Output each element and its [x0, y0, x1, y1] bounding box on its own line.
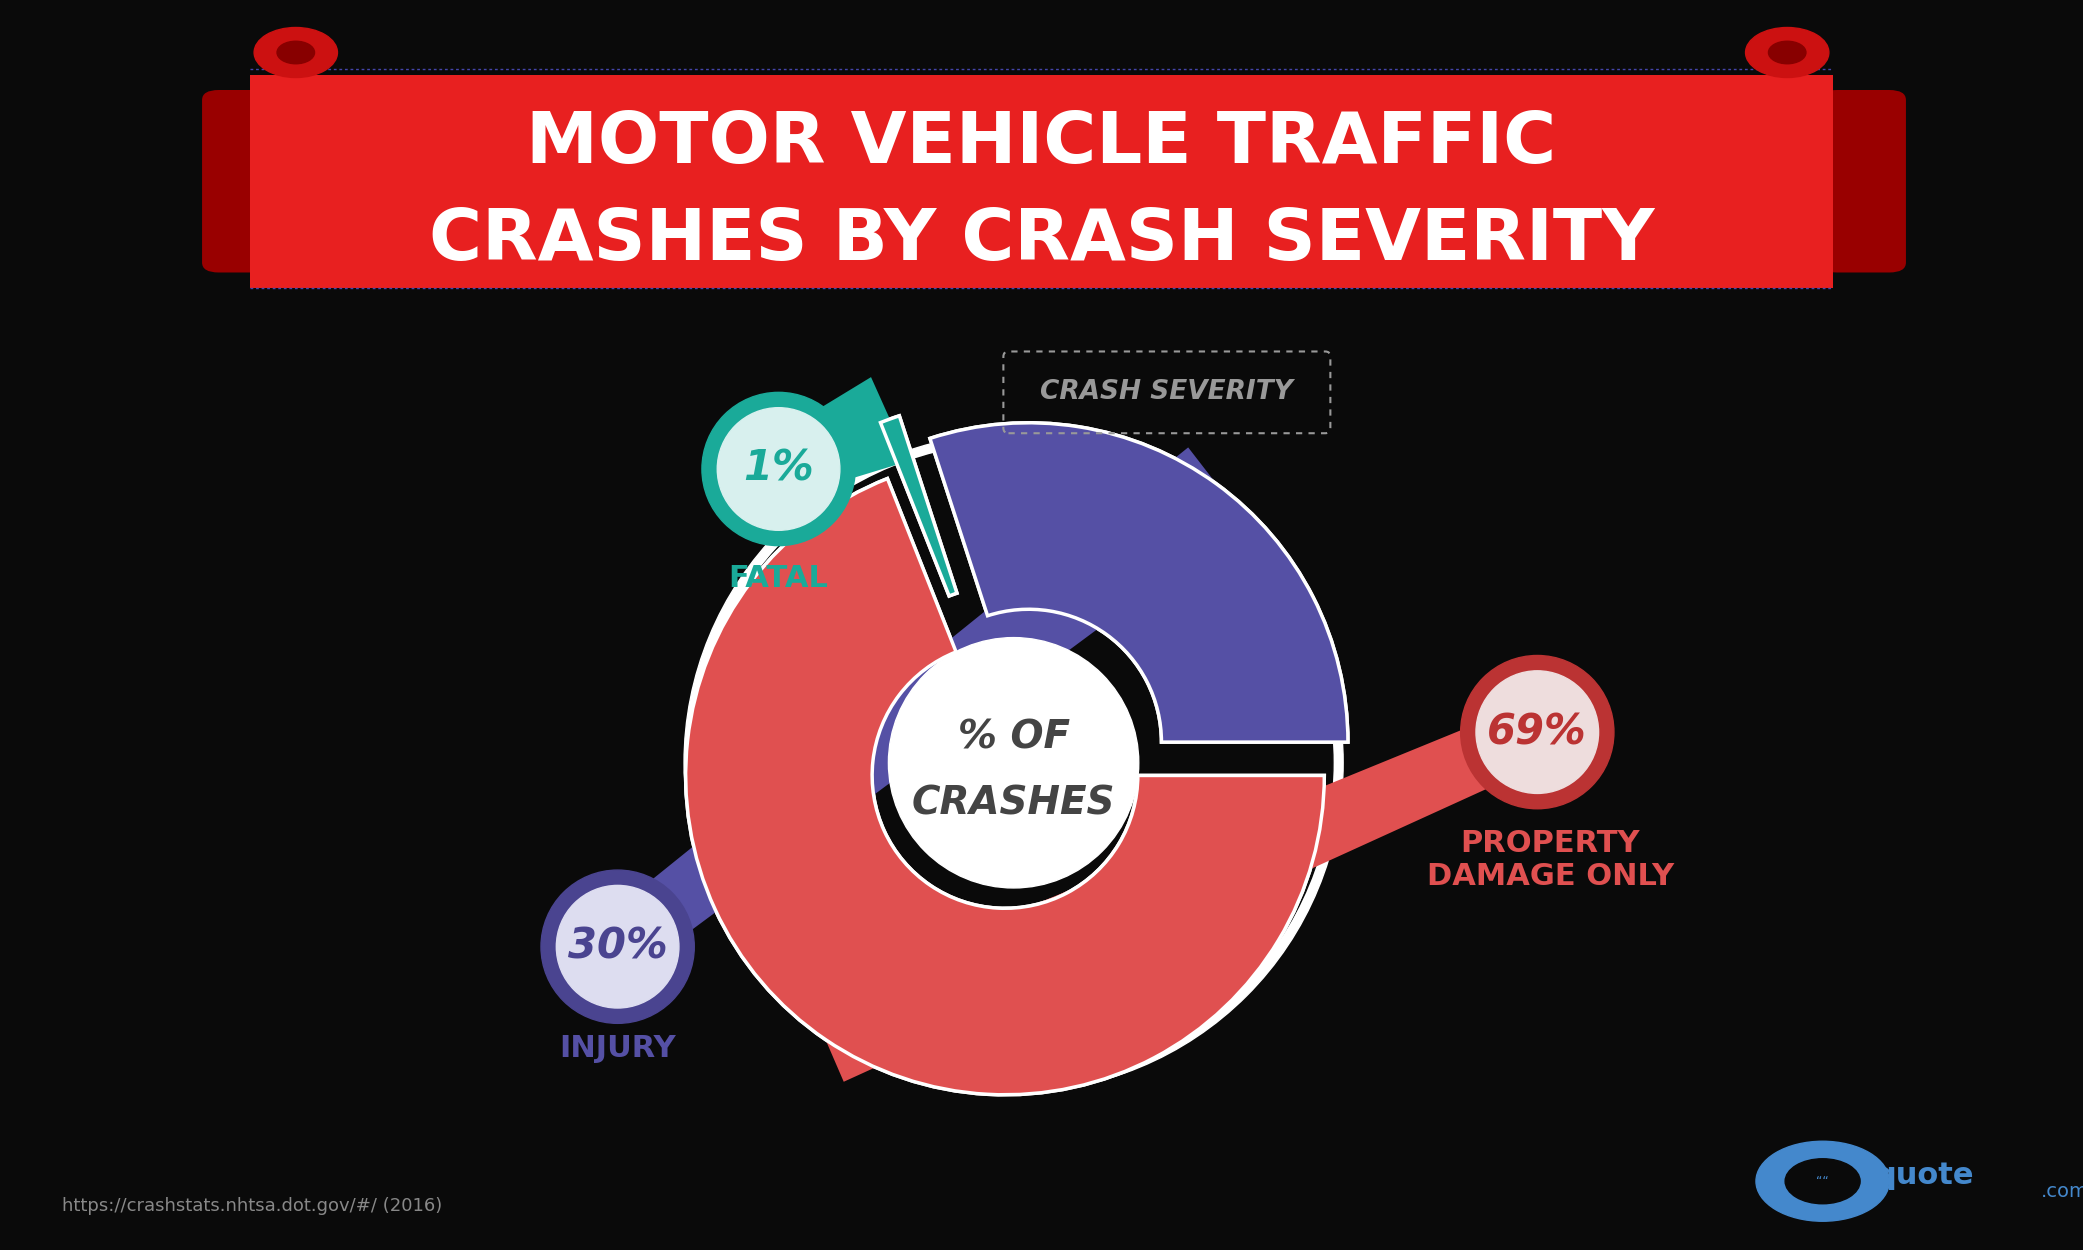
Circle shape [1768, 41, 1806, 64]
FancyBboxPatch shape [1821, 90, 1906, 272]
Wedge shape [685, 479, 1325, 1095]
Text: MOTOR VEHICLE TRAFFIC: MOTOR VEHICLE TRAFFIC [527, 109, 1556, 177]
Circle shape [1756, 1141, 1889, 1221]
Text: ““: ““ [1816, 1175, 1829, 1188]
Circle shape [277, 41, 315, 64]
Text: https://crashstats.nhtsa.dot.gov/#/ (2016): https://crashstats.nhtsa.dot.gov/#/ (201… [62, 1198, 444, 1215]
Circle shape [1785, 1159, 1860, 1204]
Wedge shape [929, 422, 1348, 742]
FancyBboxPatch shape [202, 90, 287, 272]
Circle shape [1460, 655, 1614, 809]
Circle shape [683, 434, 1344, 1092]
Circle shape [694, 444, 1333, 1082]
Text: PROPERTY
DAMAGE ONLY: PROPERTY DAMAGE ONLY [1427, 829, 1673, 891]
Circle shape [702, 392, 856, 546]
Text: 30%: 30% [569, 926, 667, 968]
Polygon shape [808, 704, 1550, 1081]
Circle shape [1746, 28, 1829, 78]
Circle shape [717, 408, 839, 530]
Text: % OF: % OF [958, 719, 1069, 756]
Text: 69%: 69% [1487, 711, 1587, 752]
Text: INJURY: INJURY [560, 1035, 677, 1064]
Circle shape [254, 28, 337, 78]
Circle shape [556, 885, 679, 1008]
Wedge shape [685, 479, 1325, 1095]
Wedge shape [929, 422, 1348, 742]
Circle shape [1477, 671, 1598, 794]
Text: quote: quote [1875, 1160, 1975, 1190]
Circle shape [889, 638, 1139, 888]
Text: CRASHES BY CRASH SEVERITY: CRASHES BY CRASH SEVERITY [429, 206, 1654, 275]
Text: FATAL: FATAL [729, 564, 829, 594]
Text: CRASHES: CRASHES [912, 785, 1114, 822]
FancyBboxPatch shape [250, 75, 1833, 288]
Text: CRASH SEVERITY: CRASH SEVERITY [1039, 379, 1294, 405]
Polygon shape [600, 448, 1244, 971]
Polygon shape [767, 378, 908, 498]
Wedge shape [881, 416, 956, 596]
Circle shape [542, 870, 694, 1024]
Text: 1%: 1% [744, 448, 814, 490]
Wedge shape [881, 416, 956, 596]
Text: .com: .com [2041, 1181, 2083, 1201]
